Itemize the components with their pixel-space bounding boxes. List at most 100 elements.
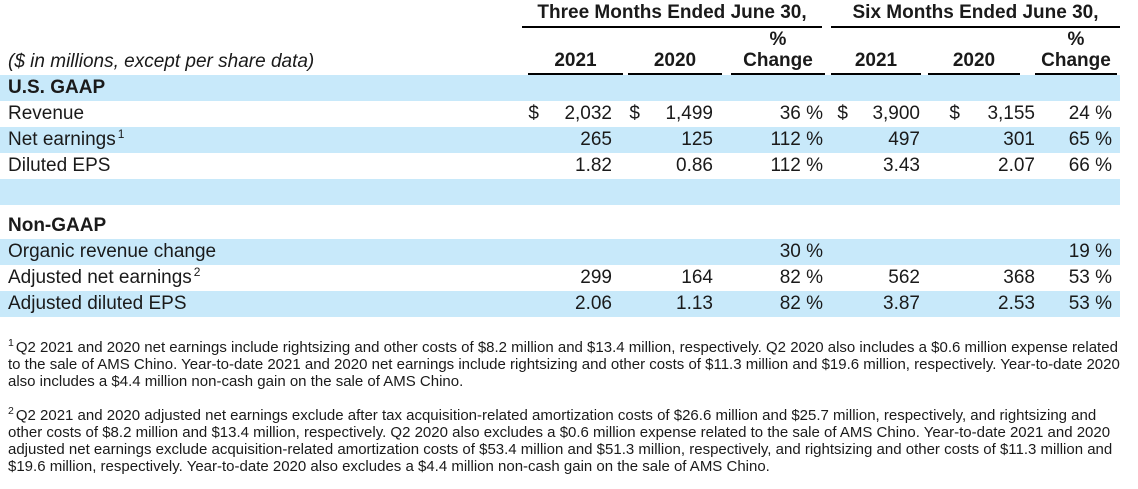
- dollar-sign: [515, 153, 539, 179]
- section-row-us-gaap: U.S. GAAP: [0, 75, 1120, 101]
- spacer-row: [0, 179, 1120, 205]
- table-header-group-row: Three Months Ended June 30, Six Months E…: [0, 2, 1120, 28]
- dollar-sign: [920, 127, 960, 153]
- units-note: ($ in millions, except per share data): [8, 51, 315, 72]
- value-3m-pct-change: 112 %: [770, 129, 823, 150]
- section-label: Non-GAAP: [8, 215, 107, 236]
- row-label-text: Adjusted net earnings: [8, 267, 192, 288]
- col-header-3m-pct-change: % Change: [731, 28, 825, 75]
- value-3m-pct-change: 82 %: [779, 267, 823, 288]
- value-6m-2020: [960, 239, 1035, 265]
- group-header-three-months: Three Months Ended June 30,: [522, 2, 822, 28]
- dollar-sign: [612, 153, 640, 179]
- pct-symbol: %: [1067, 29, 1085, 50]
- value-6m-2021: 562: [888, 267, 920, 288]
- dollar-sign: [825, 265, 848, 291]
- col-header-3m-2021: 2021: [528, 28, 623, 75]
- value-3m-pct-change: 30 %: [779, 241, 823, 262]
- value-6m-2020: 368: [1003, 267, 1035, 288]
- value-3m-2020: [640, 239, 713, 265]
- section-gap: [0, 205, 1138, 213]
- footnote-ref-1: 1: [117, 127, 125, 141]
- dollar-sign: [612, 291, 640, 317]
- footnote-1: 1 Q2 2021 and 2020 net earnings include r…: [8, 337, 1128, 390]
- col-header-year: 2021: [554, 50, 597, 71]
- row-label: Adjusted net earnings 2: [0, 265, 515, 291]
- dollar-sign: [612, 127, 640, 153]
- dollar-sign: $: [837, 103, 848, 124]
- dollar-sign: [515, 265, 539, 291]
- value-6m-pct-change: 19 %: [1068, 241, 1112, 262]
- table-row-net-earnings: Net earnings 1 265 125 112 % 497 301 65 %: [0, 127, 1120, 153]
- table-row-adjusted-net-earnings: Adjusted net earnings 2 299 164 82 % 562 …: [0, 265, 1120, 291]
- value-3m-2021: 1.82: [575, 155, 612, 176]
- row-label: Organic revenue change: [8, 241, 217, 262]
- value-6m-2020: 3,155: [987, 103, 1035, 124]
- row-label: Adjusted diluted EPS: [8, 293, 187, 314]
- col-header-6m-2020: 2020: [928, 28, 1020, 75]
- footnote-1-marker: 1: [8, 337, 14, 349]
- value-6m-2021: 3.87: [883, 293, 920, 314]
- value-3m-2020: 0.86: [676, 155, 713, 176]
- value-3m-pct-change: 112 %: [770, 155, 823, 176]
- section-label: U.S. GAAP: [8, 77, 106, 98]
- row-label-text: Net earnings: [8, 129, 116, 150]
- dollar-sign: [515, 239, 539, 265]
- value-6m-pct-change: 53 %: [1068, 267, 1112, 288]
- value-6m-2021: 3.43: [883, 155, 920, 176]
- pct-change-label: Change: [743, 50, 813, 71]
- dollar-sign: [825, 239, 848, 265]
- table-row-diluted-eps: Diluted EPS 1.82 0.86 112 % 3.43 2.07 66…: [0, 153, 1120, 179]
- footnote-2: 2 Q2 2021 and 2020 adjusted net earnings …: [8, 405, 1128, 475]
- table-row-adjusted-diluted-eps: Adjusted diluted EPS 2.06 1.13 82 % 3.87…: [0, 291, 1120, 317]
- footnote-ref-2: 2: [193, 265, 201, 279]
- value-6m-pct-change: 65 %: [1068, 129, 1112, 150]
- col-header-year: 2020: [952, 50, 996, 71]
- footnotes-section: 1 Q2 2021 and 2020 net earnings include r…: [0, 337, 1128, 475]
- col-header-3m-2020: 2020: [628, 28, 722, 75]
- row-label: Diluted EPS: [8, 155, 111, 176]
- value-3m-2021: 2.06: [575, 293, 612, 314]
- dollar-sign: [920, 153, 960, 179]
- dollar-sign: [825, 153, 848, 179]
- value-3m-pct-change: 82 %: [779, 293, 823, 314]
- value-6m-2020: 301: [1003, 129, 1035, 150]
- value-6m-2020: 2.53: [998, 293, 1035, 314]
- group-header-six-months: Six Months Ended June 30,: [831, 2, 1120, 28]
- value-6m-2021: [848, 239, 920, 265]
- value-3m-2020: 1.13: [676, 293, 713, 314]
- value-3m-2021: [539, 239, 612, 265]
- footnote-1-text: Q2 2021 and 2020 net earnings include ri…: [8, 339, 1120, 390]
- value-3m-2020: 125: [681, 129, 713, 150]
- value-6m-2021: 3,900: [872, 103, 920, 124]
- pct-symbol: %: [769, 29, 787, 50]
- value-3m-2021: 265: [580, 129, 612, 150]
- pct-change-label: Change: [1041, 50, 1111, 71]
- dollar-sign: [920, 265, 960, 291]
- row-label: Net earnings 1: [0, 127, 515, 153]
- dollar-sign: $: [949, 103, 960, 124]
- dollar-sign: [612, 239, 640, 265]
- dollar-sign: $: [528, 103, 539, 124]
- dollar-sign: [920, 239, 960, 265]
- footnote-2-text: Q2 2021 and 2020 adjusted net earnings e…: [8, 407, 1113, 475]
- value-3m-2021: 299: [580, 267, 612, 288]
- table-row-organic-revenue-change: Organic revenue change 30 % 19 %: [0, 239, 1120, 265]
- value-6m-pct-change: 66 %: [1068, 155, 1112, 176]
- value-6m-pct-change: 53 %: [1068, 293, 1112, 314]
- row-label: Revenue: [8, 103, 85, 124]
- value-3m-pct-change: 36 %: [779, 103, 823, 124]
- col-header-6m-pct-change: % Change: [1035, 28, 1117, 75]
- col-header-year: 2020: [653, 50, 697, 71]
- col-header-6m-2021: 2021: [831, 28, 921, 75]
- table-row-revenue: Revenue $ 2,032 $ 1,499 36 % $ 3,900 $ 3…: [0, 101, 1120, 127]
- col-header-year: 2021: [854, 50, 898, 71]
- value-6m-pct-change: 24 %: [1068, 103, 1112, 124]
- section-row-non-gaap: Non-GAAP: [0, 213, 1120, 239]
- value-3m-2021: 2,032: [564, 103, 612, 124]
- header-label-spacer: [0, 2, 515, 28]
- table-header-columns-row: ($ in millions, except per share data) 2…: [0, 28, 1120, 75]
- value-3m-2020: 1,499: [665, 103, 713, 124]
- footnote-2-marker: 2: [8, 405, 14, 417]
